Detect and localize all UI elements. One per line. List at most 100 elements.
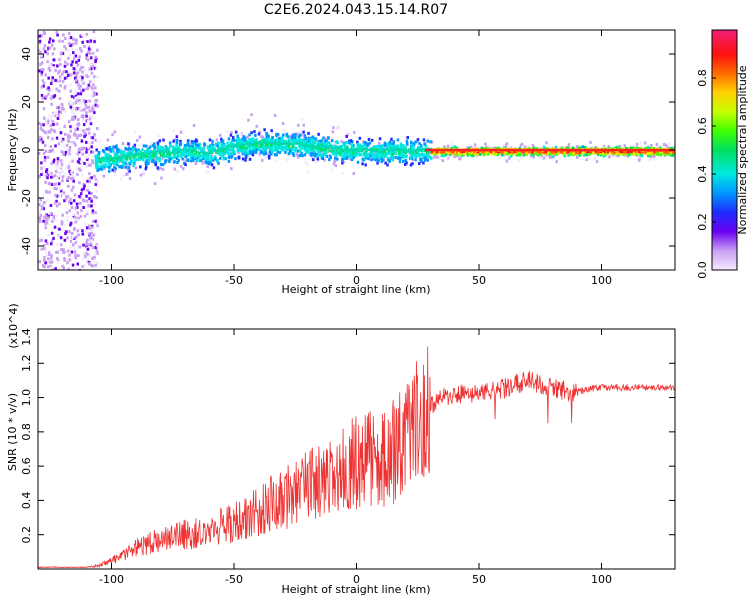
spectrogram-cell	[40, 68, 43, 72]
spectrogram-cell	[466, 153, 470, 157]
spectrogram-cell	[130, 165, 133, 169]
spectrogram-cell	[51, 266, 54, 270]
spectrogram-cell	[389, 140, 392, 144]
spectrogram-cell	[347, 132, 351, 136]
spectrogram-cell	[66, 219, 69, 222]
spectrogram-cell	[85, 251, 88, 255]
spectrogram-cell	[86, 176, 90, 180]
spectrogram-cell	[157, 156, 160, 160]
spectrogram-cell	[406, 150, 409, 153]
spectrogram-cell	[168, 156, 171, 160]
spectrogram-cell	[231, 148, 234, 152]
spectrogram-cell	[411, 162, 414, 166]
spectrogram-cell	[362, 152, 365, 156]
spectrogram-cell	[87, 83, 91, 87]
spectrogram-cell	[313, 160, 317, 163]
spectrogram-cell	[508, 156, 511, 160]
spectrogram-cell	[86, 40, 89, 44]
spectrogram-cell	[542, 156, 546, 160]
spectrogram-cell	[44, 50, 47, 54]
spectrogram-cell	[316, 157, 319, 161]
spectrogram-cell	[60, 103, 64, 106]
spectrogram-cell	[74, 88, 78, 92]
spectrogram-cell	[75, 78, 78, 82]
spectrogram-cell	[216, 159, 219, 162]
spectrogram-cell	[96, 104, 99, 108]
spectrogram-cell	[95, 196, 98, 200]
spectrogram-cell	[96, 251, 99, 255]
spectrogram-cell	[115, 161, 119, 165]
spectrogram-cell	[423, 158, 427, 162]
spectrogram-cell	[372, 156, 375, 159]
spectrogram-cell	[546, 154, 549, 157]
spectrogram-cell	[639, 141, 643, 145]
spectrogram-cell	[103, 165, 106, 169]
spectrogram-cell	[193, 156, 197, 159]
spectrogram-cell	[647, 154, 650, 158]
spectrogram-cell	[378, 151, 381, 155]
spectrogram-cell	[81, 198, 85, 202]
spectrogram-cell	[84, 85, 88, 89]
spectrogram-cell	[53, 94, 57, 98]
spectrogram-cell	[149, 157, 153, 161]
spectrogram-cell	[96, 48, 99, 52]
spectrogram-cell	[63, 45, 66, 48]
spectrogram-cell	[82, 243, 85, 247]
spectrogram-cell	[387, 146, 391, 150]
spectrogram-cell	[229, 143, 232, 147]
spectrogram-cell	[81, 265, 84, 268]
spectrogram-cell	[56, 117, 60, 120]
spectrogram-cell	[39, 215, 42, 219]
spectrogram-cell	[90, 145, 93, 149]
spectrogram-cell	[68, 162, 71, 166]
spectrogram-cell	[94, 260, 97, 264]
spectrogram-cell	[89, 48, 92, 52]
spectrogram-cell	[200, 158, 204, 162]
spectrogram-cell	[350, 155, 353, 159]
spectrogram-cell	[298, 144, 301, 148]
spectrogram-cell	[94, 182, 97, 186]
spectrogram-cell	[179, 130, 183, 134]
spectrogram-cell	[341, 161, 344, 165]
spectrogram-cell	[49, 124, 53, 128]
spectrogram-cell	[80, 49, 83, 53]
spectrogram-cell	[425, 154, 428, 158]
spectrogram-cell	[158, 151, 161, 155]
spectrogram-cell	[41, 79, 45, 83]
spectrogram-cell	[80, 89, 83, 93]
spectrogram-cell	[52, 216, 56, 220]
spectrogram-cell	[85, 57, 88, 60]
spectrogram-cell	[217, 141, 220, 145]
spectrogram-cell	[82, 88, 85, 92]
spectrogram-cell	[459, 156, 462, 160]
spectrogram-cell	[584, 146, 587, 149]
spectrogram-cell	[66, 74, 70, 77]
spectrogram-cell	[61, 158, 65, 162]
spectrogram-cell	[313, 146, 316, 150]
spectrogram-cell	[61, 79, 65, 83]
spectrogram-cell	[656, 152, 659, 156]
spectrogram-cell	[477, 152, 480, 156]
spectrogram-cell	[84, 103, 88, 107]
spectrogram-cell	[493, 150, 497, 154]
spectrogram-cell	[83, 264, 87, 267]
colorbar-tick-label: 0.0	[696, 261, 709, 279]
spectrogram-cell	[68, 169, 71, 173]
spectrogram-cell	[80, 188, 84, 192]
spectrogram-cell	[40, 53, 43, 57]
spectrogram-cell	[42, 172, 46, 176]
spectrogram-cell	[290, 136, 294, 140]
spectrogram-cell	[55, 30, 58, 34]
spectrogram-cell	[69, 239, 73, 243]
spectrogram-cell	[52, 214, 55, 218]
spectrogram-cell	[399, 142, 403, 146]
spectrogram-cell	[332, 126, 335, 130]
y-tick-label: -40	[20, 237, 33, 255]
spectrogram-cell	[152, 142, 156, 146]
spectrogram-cell	[241, 152, 245, 156]
spectrogram-cell	[635, 146, 639, 150]
spectrogram-cell	[126, 167, 130, 171]
spectrogram-cell	[94, 157, 98, 161]
spectrogram-cell	[319, 143, 322, 147]
spectrogram-cell	[132, 163, 135, 167]
